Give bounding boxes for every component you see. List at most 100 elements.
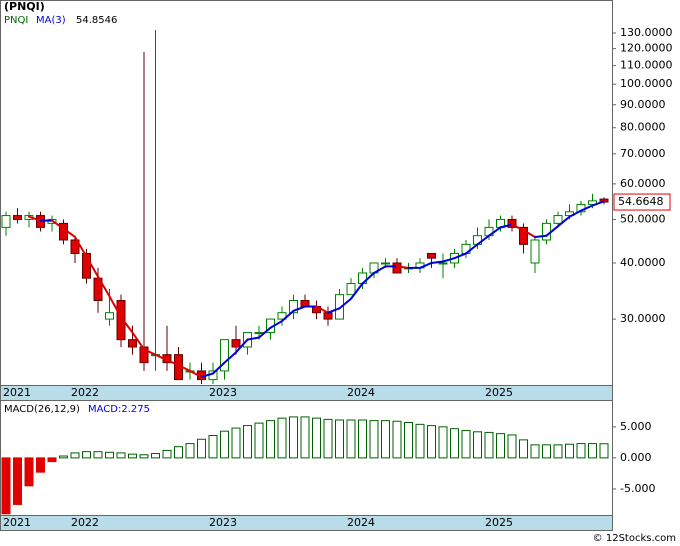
macd-bar: [289, 416, 298, 459]
candle-body: [542, 222, 551, 241]
macd-bar: [599, 443, 609, 459]
x-tick-label: 2024: [347, 386, 375, 399]
macd-bar: [335, 419, 344, 459]
ma-segment: [327, 307, 341, 314]
footer: © 12Stocks.com: [593, 533, 676, 544]
macd-bar: [128, 453, 137, 459]
ma-segment: [120, 316, 134, 334]
x-tick-label: 2023: [209, 386, 237, 399]
ma-segment: [350, 282, 364, 300]
ma-segment: [292, 305, 306, 312]
macd-bar: [404, 421, 413, 459]
macd-bar: [484, 431, 494, 459]
macd-bar: [47, 457, 57, 463]
candle-body: [70, 239, 80, 254]
ma-segment: [85, 255, 99, 278]
ma-segment: [281, 309, 295, 323]
macd-legend-value: MACD:2.275: [88, 404, 150, 415]
y-tick-label: 0.000: [620, 451, 652, 464]
macd-bar: [151, 453, 160, 459]
candle-body: [82, 252, 91, 279]
macd-bar: [415, 423, 425, 459]
ma-segment: [235, 338, 249, 354]
macd-bar: [185, 443, 195, 459]
ma-segment: [580, 204, 594, 212]
y-tick-label: 100.0000: [620, 77, 673, 90]
macd-bar: [461, 430, 471, 459]
macd-bar: [139, 454, 149, 459]
ma-segment: [28, 215, 42, 222]
candle-body: [116, 299, 126, 341]
macd-bar: [70, 452, 80, 459]
price-box: [613, 193, 671, 211]
candle-body: [392, 262, 402, 274]
candle-body: [438, 262, 448, 265]
ma-segment: [131, 331, 145, 351]
ma-segment: [143, 348, 157, 356]
y-tick-label: 90.0000: [620, 98, 666, 111]
y-tick-label: 40.0000: [620, 256, 666, 269]
ma-segment: [338, 297, 352, 310]
y-tick-label: 120.0000: [620, 42, 673, 55]
ma-segment: [465, 243, 479, 255]
candle-body: [105, 312, 114, 320]
macd-bar: [13, 457, 22, 505]
candle-body: [346, 283, 356, 296]
ma-segment: [246, 336, 260, 341]
ma-segment: [557, 215, 571, 228]
macd-bar: [24, 457, 34, 487]
ma-segment: [430, 260, 444, 264]
macd-bar: [254, 422, 264, 459]
candle-body: [335, 294, 344, 320]
ma-segment: [315, 305, 329, 314]
ma-segment: [568, 209, 582, 218]
ma-segment: [522, 229, 536, 238]
candle-body: [588, 200, 597, 205]
ma-segment: [534, 234, 548, 238]
ma-segment: [177, 364, 191, 372]
candle-body: [231, 339, 241, 348]
macd-bar: [116, 452, 126, 459]
y-tick-label: 50.0000: [620, 212, 666, 225]
macd-bar: [93, 451, 103, 459]
ma-segment: [189, 369, 203, 378]
candle-body: [277, 312, 287, 320]
ma-segment: [499, 223, 513, 229]
ma-segment: [223, 351, 237, 364]
y-tick-label: 110.0000: [620, 59, 673, 72]
x-tick-label: 2025: [485, 516, 513, 529]
y-tick-label: 5.000: [620, 420, 652, 433]
x-tick-label: 2022: [71, 516, 99, 529]
macd-bar: [105, 451, 114, 459]
candle-body: [519, 226, 528, 245]
ma-segment: [476, 234, 490, 246]
macd-bar: [82, 451, 91, 459]
macd-bar: [381, 420, 390, 459]
macd-bar: [323, 418, 333, 459]
macd-bar: [507, 434, 517, 459]
ma-segment: [419, 261, 433, 269]
macd-legend: MACD(26,12,9): [4, 404, 80, 415]
macd-bar: [358, 419, 367, 459]
legend-symbol: PNQI: [4, 15, 28, 26]
macd-bar: [553, 444, 563, 459]
candle-body: [254, 332, 264, 335]
macd-bar: [565, 443, 574, 459]
macd-bar: [496, 433, 505, 459]
macd-bar: [277, 417, 287, 459]
candle-body: [289, 299, 298, 314]
candle-body: [507, 218, 517, 228]
macd-bar: [59, 455, 68, 459]
macd-bar: [1, 457, 11, 515]
macd-bar: [266, 420, 275, 459]
macd-bar: [162, 449, 172, 459]
macd-bar: [300, 416, 310, 459]
candle-body: [220, 339, 229, 372]
candle-body: [381, 262, 390, 265]
y-tick-label: 130.0000: [620, 26, 673, 39]
x-tick-label: 2025: [485, 386, 513, 399]
macd-bar: [438, 426, 448, 459]
chart-title: (PNQI): [4, 0, 45, 13]
